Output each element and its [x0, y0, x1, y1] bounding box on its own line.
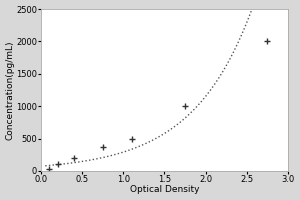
X-axis label: Optical Density: Optical Density: [130, 185, 199, 194]
Y-axis label: Concentration(pg/mL): Concentration(pg/mL): [6, 40, 15, 140]
